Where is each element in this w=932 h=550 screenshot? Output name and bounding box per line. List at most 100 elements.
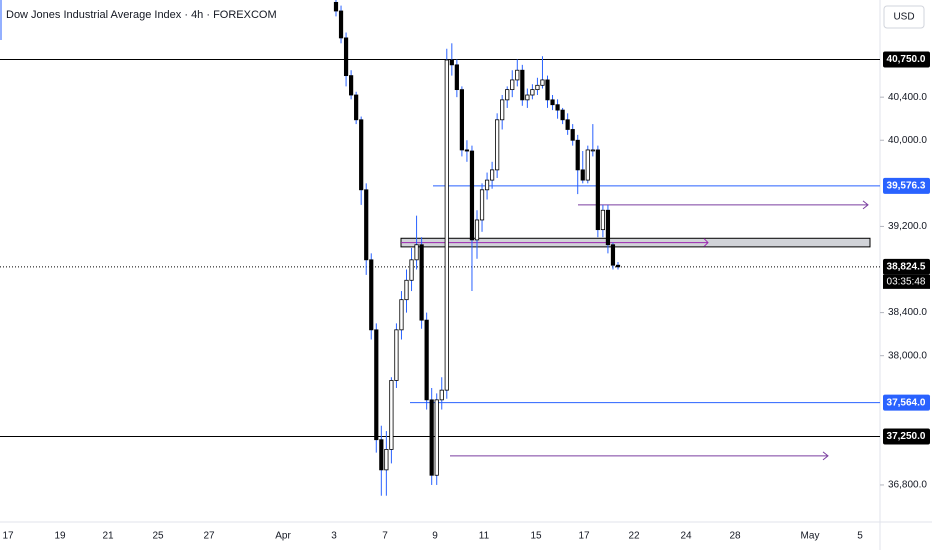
candle-body xyxy=(474,219,480,241)
level-label: 37,564.0 xyxy=(887,397,926,408)
level-tag xyxy=(883,428,930,445)
x-tick-label: 22 xyxy=(628,531,640,542)
candle-body xyxy=(500,99,505,121)
x-tick-label: 11 xyxy=(479,531,490,542)
candle-body xyxy=(565,119,570,130)
candle-body xyxy=(540,79,545,86)
candle-body xyxy=(525,94,530,101)
candle-body xyxy=(434,399,439,476)
candle-body xyxy=(545,79,550,101)
x-tick-label: 28 xyxy=(729,531,741,542)
x-tick-label: 3 xyxy=(331,531,337,542)
candle-body xyxy=(605,209,611,246)
candle-body xyxy=(575,139,580,171)
x-tick-label: 25 xyxy=(152,531,164,542)
candle-body xyxy=(505,89,510,101)
x-tick-label: 27 xyxy=(203,531,215,542)
level-tag xyxy=(883,177,930,194)
candle-body xyxy=(338,10,344,39)
zone-arrow xyxy=(401,238,709,247)
y-tick-label: 39,200.0 xyxy=(888,221,927,232)
currency[interactable]: USD xyxy=(893,12,914,23)
candle-body xyxy=(484,179,490,191)
candle-body xyxy=(389,380,394,450)
candle-body xyxy=(560,109,565,121)
candle-body xyxy=(530,89,535,96)
candle-body xyxy=(469,150,475,241)
candle-body xyxy=(550,99,555,106)
x-tick-label: 19 xyxy=(54,531,66,542)
candle-body xyxy=(615,264,621,268)
candle-body xyxy=(414,244,419,261)
arrow xyxy=(578,200,869,210)
x-tick-label: 21 xyxy=(102,531,114,542)
candle-body xyxy=(404,279,409,301)
candle-body xyxy=(464,149,470,152)
candle-body xyxy=(449,59,454,66)
x-tick-label: 5 xyxy=(857,531,863,542)
candle-body xyxy=(429,399,434,476)
level-label: 37,250.0 xyxy=(887,431,926,442)
y-tick-label: 36,800.0 xyxy=(888,480,927,491)
candle-body xyxy=(495,119,500,171)
x-tick-label: 9 xyxy=(432,531,438,542)
chart-title: Dow Jones Industrial Average Index · 4h … xyxy=(6,9,277,21)
x-tick-label: May xyxy=(801,531,820,542)
candle-body xyxy=(419,244,424,321)
candle-body xyxy=(369,259,374,331)
y-tick-label: 40,400.0 xyxy=(888,92,927,103)
candle-body xyxy=(580,169,585,181)
x-tick-label: 15 xyxy=(530,531,542,542)
candle-body xyxy=(444,59,449,391)
currency-button[interactable] xyxy=(883,5,925,29)
x-tick-label: Apr xyxy=(275,531,291,542)
candle-body xyxy=(343,37,349,77)
candle-body xyxy=(374,329,379,441)
candle-body xyxy=(590,149,595,152)
candle-body xyxy=(364,189,369,261)
y-tick-label: 40,000.0 xyxy=(888,135,927,146)
level-tag xyxy=(883,258,930,275)
level-label: 40,750.0 xyxy=(887,54,926,65)
candle-body xyxy=(520,69,525,101)
level-label: 38,824.5 xyxy=(887,262,926,273)
arrow xyxy=(450,451,829,461)
candle-body xyxy=(570,129,575,141)
candle-body xyxy=(454,64,459,91)
level-tag xyxy=(883,51,930,68)
candle-body xyxy=(585,149,590,181)
candle-body xyxy=(595,149,600,231)
x-tick-label: 7 xyxy=(382,531,388,542)
countdown-tag xyxy=(883,274,930,289)
level-label: 39,576.3 xyxy=(887,181,926,192)
candle-body xyxy=(394,329,399,381)
x-tick-label: 17 xyxy=(2,531,14,542)
x-tick-label: 17 xyxy=(578,531,590,542)
candle-body xyxy=(359,119,364,191)
countdown: 03:35:48 xyxy=(887,277,926,288)
candle-body xyxy=(399,299,404,331)
level-tag xyxy=(883,394,930,411)
candle-body xyxy=(459,89,464,151)
candle-body xyxy=(555,104,560,111)
candle-body xyxy=(535,84,540,91)
y-tick-label: 38,000.0 xyxy=(888,350,927,361)
candle-body xyxy=(510,79,515,91)
candle-body xyxy=(490,169,495,181)
y-tick-label: 38,400.0 xyxy=(888,307,927,318)
candle-body xyxy=(610,244,616,266)
candle-body xyxy=(515,69,520,81)
candle-body xyxy=(424,319,429,401)
candle-body xyxy=(333,1,339,12)
candle-body xyxy=(479,189,485,221)
candle-body xyxy=(409,259,414,281)
candle-body xyxy=(354,94,359,121)
candle-body xyxy=(439,389,444,401)
candle-body xyxy=(349,75,354,96)
x-tick-label: 24 xyxy=(680,531,692,542)
candle-body xyxy=(384,448,389,471)
candle-body xyxy=(379,439,384,471)
candle-body xyxy=(600,209,605,231)
